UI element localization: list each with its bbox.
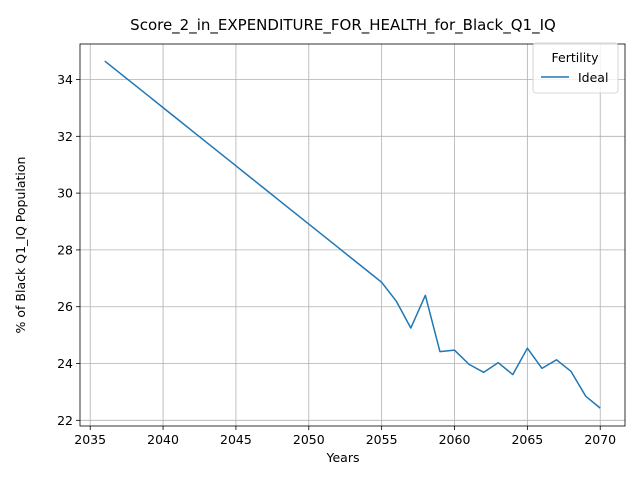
y-axis-label: % of Black Q1_IQ Population <box>13 157 28 334</box>
x-axis: 2035 2040 2045 2050 2055 2060 2065 2070 <box>74 426 616 447</box>
x-tick-label: 2065 <box>511 432 543 447</box>
y-axis: 22 24 26 28 30 32 34 <box>57 72 80 428</box>
series-layer <box>104 60 601 409</box>
x-axis-label: Years <box>326 450 360 465</box>
chart-title: Score_2_in_EXPENDITURE_FOR_HEALTH_for_Bl… <box>130 16 556 35</box>
y-tick-label: 26 <box>57 299 73 314</box>
x-tick-label: 2045 <box>220 432 252 447</box>
legend-entry-ideal: Ideal <box>578 70 608 85</box>
x-tick-label: 2040 <box>147 432 179 447</box>
y-tick-label: 24 <box>57 356 73 371</box>
y-tick-label: 30 <box>57 186 73 201</box>
y-tick-label: 28 <box>57 242 73 257</box>
x-tick-label: 2035 <box>74 432 106 447</box>
x-tick-label: 2055 <box>366 432 398 447</box>
grid <box>80 44 625 426</box>
x-tick-label: 2070 <box>584 432 616 447</box>
x-tick-label: 2060 <box>439 432 471 447</box>
series-line-ideal <box>104 60 601 409</box>
legend-box <box>532 42 619 94</box>
legend-title: Fertility <box>552 50 600 65</box>
y-tick-label: 22 <box>57 413 73 428</box>
x-tick-label: 2050 <box>293 432 325 447</box>
plot-area <box>79 43 626 427</box>
y-tick-label: 32 <box>57 129 73 144</box>
y-tick-label: 34 <box>57 72 73 87</box>
legend: Fertility Ideal <box>532 42 619 94</box>
